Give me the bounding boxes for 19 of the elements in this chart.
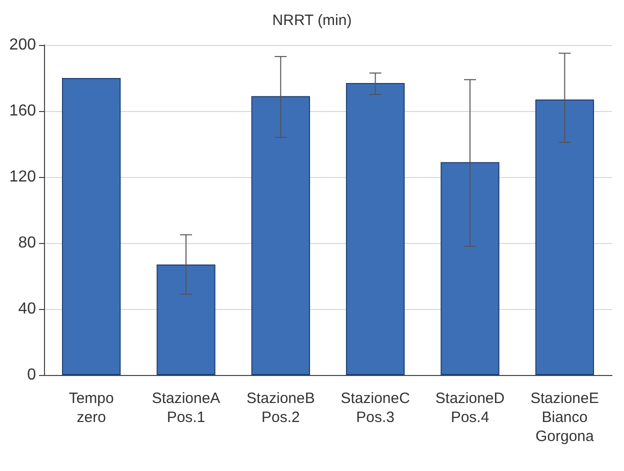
y-tick-label: 40 — [18, 300, 36, 318]
x-tick-label: StazioneE Bianco Gorgona — [530, 390, 599, 445]
x-tick-label: StazioneC Pos.3 — [340, 390, 410, 426]
x-tick-label: StazioneA Pos.1 — [152, 390, 220, 426]
y-tick-label: 120 — [9, 168, 36, 186]
bar — [251, 96, 310, 375]
bar — [440, 162, 500, 375]
bar — [346, 82, 405, 375]
x-tick-label: StazioneD Pos.4 — [435, 390, 505, 426]
y-tick-label: 80 — [18, 234, 36, 252]
y-tick-label: 160 — [9, 102, 36, 120]
x-tick-label: Tempo zero — [68, 390, 114, 426]
bar — [535, 99, 594, 375]
bar — [62, 78, 121, 375]
chart-title: NRRT (min) — [272, 12, 352, 29]
x-tick-label: StazioneB Pos.2 — [246, 390, 315, 426]
y-tick-label: 200 — [9, 36, 36, 54]
bar — [156, 264, 216, 375]
y-tick-label: 0 — [27, 366, 36, 384]
